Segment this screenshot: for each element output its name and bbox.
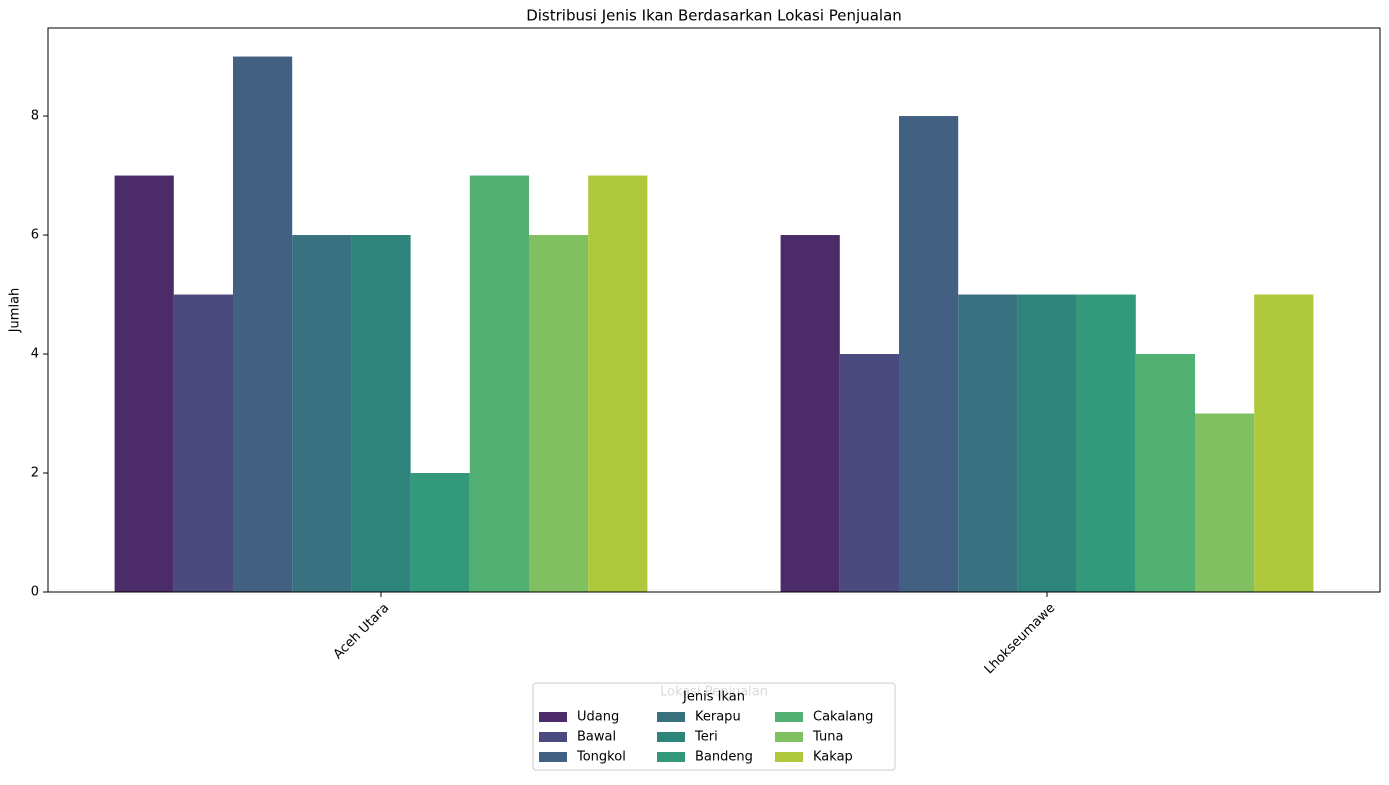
legend-label: Cakalang — [813, 710, 873, 725]
legend-swatch — [539, 752, 567, 762]
legend-swatch — [775, 752, 803, 762]
legend: Jenis Ikan Udang Bawal Tongkol Kerapu Teri Ban… — [532, 682, 896, 771]
y-axis-label: Jumlah — [8, 288, 23, 334]
x-tick-label: Aceh Utara — [331, 601, 393, 663]
bar — [529, 235, 589, 593]
bar — [588, 175, 648, 592]
y-tick-label: 0 — [31, 585, 39, 600]
legend-box — [532, 682, 896, 771]
bar — [1017, 294, 1077, 592]
legend-title: Jenis Ikan — [682, 690, 745, 705]
legend-swatch — [539, 732, 567, 742]
legend-label: Bandeng — [695, 750, 753, 765]
legend-label: Kerapu — [695, 710, 741, 725]
bar — [233, 56, 293, 593]
legend-swatch — [657, 752, 685, 762]
bar — [1254, 294, 1314, 592]
y-tick-label: 6 — [31, 228, 39, 243]
bar — [292, 235, 352, 593]
bar — [351, 235, 411, 593]
legend-label: Bawal — [577, 730, 616, 745]
chart-title: Distribusi Jenis Ikan Berdasarkan Lokasi… — [526, 7, 902, 25]
legend-label: Tuna — [812, 730, 843, 745]
legend-swatch — [775, 712, 803, 722]
bar — [899, 116, 959, 593]
legend-swatch — [657, 732, 685, 742]
legend-swatch — [657, 712, 685, 722]
bar — [114, 175, 174, 592]
y-tick-label: 2 — [31, 466, 39, 481]
legend-label: Tongkol — [576, 750, 626, 765]
bar — [1135, 354, 1195, 592]
bar — [780, 235, 840, 593]
bar — [173, 294, 233, 592]
x-tick-label: Lhokseumawe — [982, 601, 1059, 678]
legend-label: Kakap — [813, 750, 853, 765]
bar — [958, 294, 1018, 592]
bar — [469, 175, 529, 592]
legend-label: Teri — [694, 730, 718, 745]
bar — [839, 354, 899, 592]
bar — [1076, 294, 1136, 592]
bar — [410, 473, 470, 592]
legend-swatch — [539, 712, 567, 722]
y-tick-label: 4 — [31, 347, 39, 362]
bar — [1195, 413, 1255, 592]
plot-frame — [47, 27, 1381, 593]
y-tick-label: 8 — [31, 109, 39, 124]
legend-swatch — [775, 732, 803, 742]
legend-label: Udang — [577, 710, 619, 725]
